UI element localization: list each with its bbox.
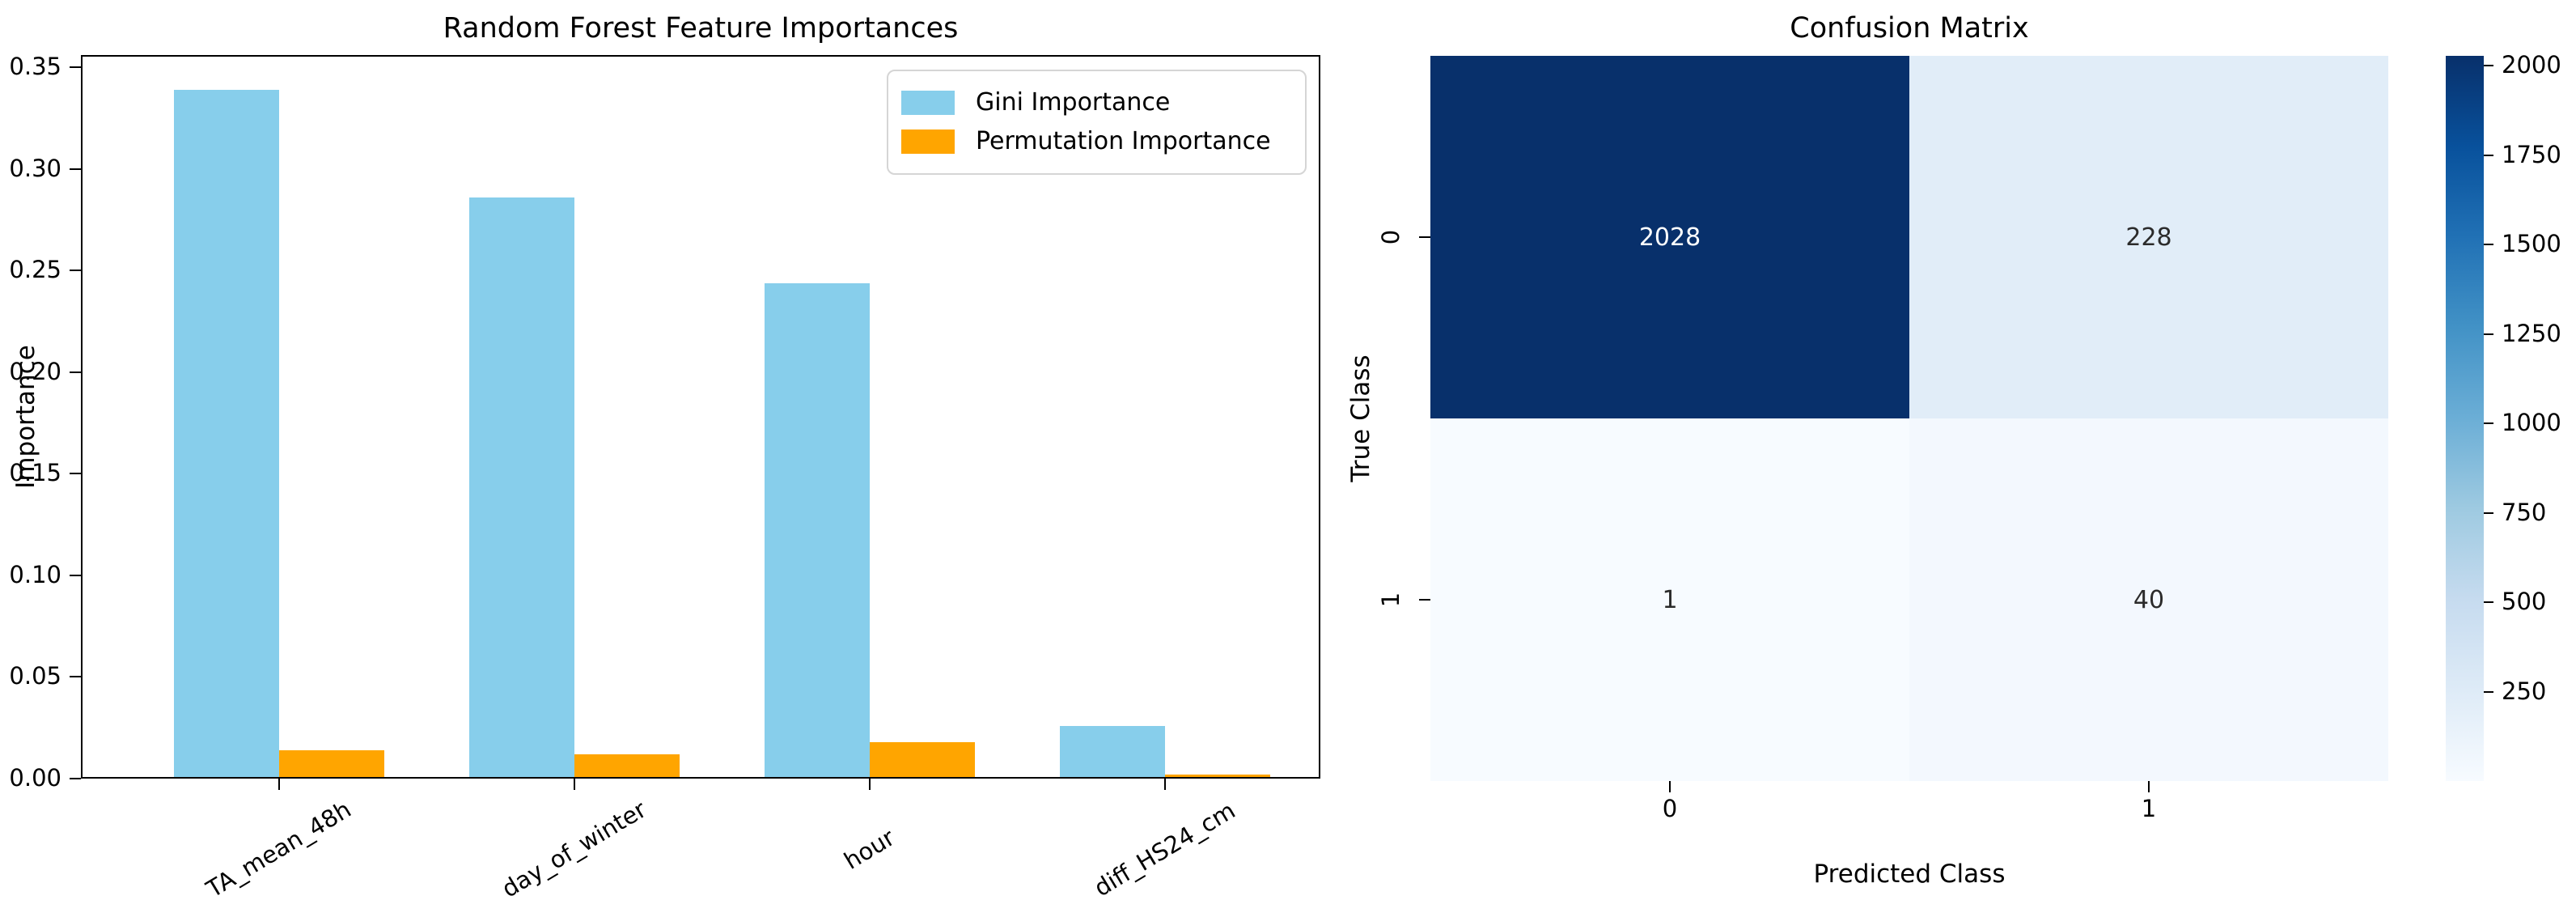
bar-x-tick-label: hour (839, 823, 900, 875)
legend-item-permutation: Permutation Importance (901, 129, 1305, 154)
confusion-cell-0-0: 2028 (1430, 56, 1909, 418)
colorbar-tick-mark (2484, 512, 2493, 514)
bar-y-tick-label: 0.00 (9, 764, 61, 792)
bar-y-tick-label: 0.05 (9, 662, 61, 690)
legend-item-gini: Gini Importance (901, 91, 1305, 115)
heat-x-tick-label: 1 (2141, 795, 2157, 823)
legend-label: Permutation Importance (976, 127, 1271, 155)
confusion-cell-0-1: 228 (1909, 56, 2388, 418)
colorbar-tick-label: 750 (2502, 499, 2547, 527)
legend-label: Gini Importance (976, 88, 1171, 117)
bar-x-tick-mark (1164, 779, 1166, 790)
heat-x-tick-mark (1669, 781, 1671, 792)
colorbar-tick-mark (2484, 65, 2493, 66)
bar-y-tick-label: 0.25 (9, 256, 61, 284)
bar-y-tick-mark (70, 676, 81, 677)
colorbar-tick-label: 1000 (2502, 409, 2561, 437)
gini-importance-bar-hour (765, 283, 870, 777)
colorbar-tick-mark (2484, 601, 2493, 603)
colorbar-tick-mark (2484, 422, 2493, 424)
permutation-importance-bar-diff_HS24_cm (1165, 775, 1270, 777)
colorbar-tick-label: 2000 (2502, 51, 2561, 79)
confusion-matrix-x-axis-label: Predicted Class (1813, 860, 2006, 889)
permutation-swatch-icon (901, 129, 955, 154)
permutation-importance-bar-day_of_winter (574, 754, 680, 777)
permutation-importance-bar-hour (870, 742, 975, 777)
legend: Gini Importance Permutation Importance (887, 70, 1307, 175)
gini-importance-bar-TA_mean_48h (174, 90, 279, 777)
bar-y-tick-mark (70, 371, 81, 373)
gini-swatch-icon (901, 91, 955, 115)
confusion-cell-1-1: 40 (1909, 418, 2388, 781)
bar-y-tick-mark (70, 473, 81, 474)
confusion-matrix-title: Confusion Matrix (1790, 12, 2029, 45)
bar-chart-title: Random Forest Feature Importances (443, 12, 959, 45)
colorbar (2446, 56, 2484, 781)
colorbar-tick-mark (2484, 333, 2493, 335)
colorbar-tick-label: 250 (2502, 677, 2547, 706)
bar-y-tick-mark (70, 66, 81, 68)
heat-y-tick-mark (1419, 599, 1430, 601)
bar-y-tick-label: 0.15 (9, 459, 61, 487)
bar-y-tick-label: 0.20 (9, 358, 61, 386)
bar-x-tick-label: TA_mean_48h (201, 795, 356, 903)
bar-x-tick-label: day_of_winter (497, 795, 651, 903)
gini-importance-bar-day_of_winter (469, 197, 574, 777)
colorbar-tick-label: 1500 (2502, 230, 2561, 258)
colorbar-tick-mark (2484, 691, 2493, 693)
colorbar-tick-mark (2484, 155, 2493, 156)
bar-y-tick-label: 0.10 (9, 561, 61, 589)
colorbar-tick-label: 500 (2502, 588, 2547, 616)
colorbar-tick-label: 1250 (2502, 320, 2561, 348)
heat-x-tick-mark (2148, 781, 2150, 792)
confusion-matrix-y-axis-label: True Class (1346, 354, 1375, 482)
confusion-cell-1-0: 1 (1430, 418, 1909, 781)
gini-importance-bar-diff_HS24_cm (1060, 726, 1165, 777)
heat-y-tick-label: 1 (1377, 592, 1405, 608)
bar-x-tick-mark (574, 779, 575, 790)
bar-y-tick-mark (70, 168, 81, 170)
bar-y-tick-label: 0.35 (9, 53, 61, 81)
bar-y-tick-mark (70, 270, 81, 271)
colorbar-tick-label: 1750 (2502, 141, 2561, 169)
bar-y-tick-mark (70, 778, 81, 779)
bar-x-tick-mark (278, 779, 280, 790)
heat-y-tick-mark (1419, 236, 1430, 238)
heat-x-tick-label: 0 (1662, 795, 1678, 823)
colorbar-tick-mark (2484, 244, 2493, 245)
bar-y-tick-mark (70, 575, 81, 576)
heat-y-tick-label: 0 (1377, 229, 1405, 245)
bar-y-tick-label: 0.30 (9, 155, 61, 183)
bar-x-tick-mark (869, 779, 871, 790)
bar-x-tick-label: diff_HS24_cm (1089, 796, 1240, 902)
bar-chart-axes-box (81, 55, 1320, 779)
permutation-importance-bar-TA_mean_48h (279, 750, 384, 777)
